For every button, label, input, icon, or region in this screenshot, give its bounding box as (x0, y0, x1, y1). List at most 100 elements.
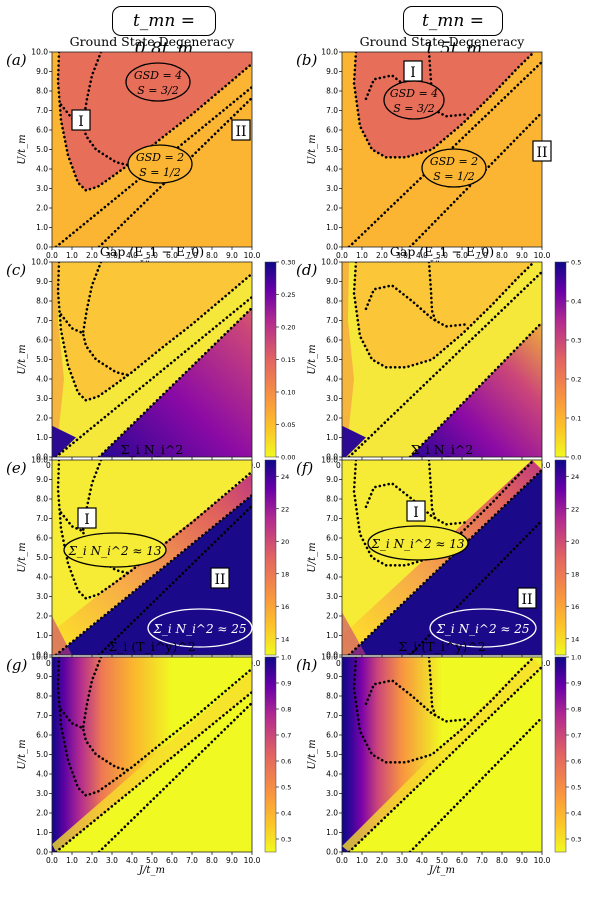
colorbar-tick-label: 22 (571, 505, 579, 513)
y-tick-label: 6.0 (326, 336, 338, 345)
y-tick-label: 0.0 (326, 651, 338, 660)
y-tick-label: 0.0 (326, 243, 338, 252)
y-tick-label: 9.0 (326, 475, 338, 484)
colorbar-tick-label: 0.4 (571, 810, 581, 818)
region-label-box (231, 119, 251, 141)
gap-region-upper (354, 262, 534, 368)
y-tick-label: 5.0 (326, 553, 338, 562)
y-tick-label: 4.0 (36, 573, 48, 582)
colorbar-tick-label: 18 (281, 570, 289, 578)
colorbar-tick-label: 24 (281, 473, 289, 481)
y-tick-label: 7.0 (36, 514, 48, 523)
plot-area-d (342, 262, 542, 457)
y-tick-label: 6.0 (36, 731, 48, 740)
x-tick-label: 0.0 (336, 856, 348, 865)
colorbar-tick-label: 0.05 (281, 421, 295, 429)
y-tick-label: 8.0 (36, 495, 48, 504)
x-tick-label: 3.0 (106, 856, 118, 865)
x-tick-label: 6.0 (456, 251, 468, 260)
panel-title: Σ_i (T_i^y)^2 (398, 639, 485, 654)
annotation-ellipse (63, 532, 167, 568)
annotation-ellipse (127, 144, 193, 184)
y-tick-label: 2.0 (36, 414, 48, 423)
y-tick-label: 1.0 (326, 828, 338, 837)
y-tick-label: 4.0 (36, 770, 48, 779)
colorbar-tick-label: 22 (281, 505, 289, 513)
colorbar (554, 656, 567, 853)
boundary-inner (59, 708, 130, 772)
x-tick-label: 7.0 (476, 251, 488, 260)
colorbar-tick-label: 0.8 (281, 706, 291, 714)
y-tick-label: 9.0 (326, 277, 338, 286)
colorbar-tick-label: 0.3 (281, 836, 291, 844)
panel-letter: (f) (296, 459, 313, 477)
y-tick-label: 2.0 (326, 204, 338, 213)
y-tick-label: 1.0 (36, 828, 48, 837)
x-tick-label: 2.0 (86, 856, 98, 865)
x-tick-label: 7.0 (186, 251, 198, 260)
y-tick-label: 1.0 (326, 223, 338, 232)
panel-letter: (c) (6, 261, 26, 279)
y-tick-label: 4.0 (36, 165, 48, 174)
y-tick-label: 9.0 (36, 67, 48, 76)
colorbar-tick-label: 0.9 (571, 680, 581, 688)
x-tick-label: 1.0 (356, 856, 368, 865)
annotation-line1: GSD = 2 (136, 151, 184, 164)
y-tick-label: 4.0 (326, 375, 338, 384)
x-axis-label: J/t_m (427, 865, 455, 876)
colorbar-tick-label: 16 (281, 603, 289, 611)
colorbar (264, 459, 277, 656)
y-tick-label: 10.0 (31, 653, 48, 662)
colorbar-tick-label: 0.3 (571, 836, 581, 844)
y-tick-label: 2.0 (326, 809, 338, 818)
x-tick-label: 1.0 (66, 856, 78, 865)
y-tick-label: 0.0 (326, 453, 338, 462)
y-tick-label: 6.0 (36, 534, 48, 543)
boundary-upper (56, 657, 252, 797)
region-label: I (410, 65, 416, 81)
n2-transition-band (52, 473, 252, 655)
colorbar (554, 261, 567, 458)
x-tick-label: 1.0 (356, 251, 368, 260)
y-tick-label: 5.0 (326, 750, 338, 759)
annotation-text: Σ_i N_i^2 ≈ 25 (435, 622, 529, 636)
x-tick-label: 4.0 (126, 251, 138, 260)
y-tick-label: 3.0 (326, 592, 338, 601)
y-tick-label: 3.0 (326, 394, 338, 403)
y-tick-label: 6.0 (36, 336, 48, 345)
panel-letter: (a) (6, 51, 27, 69)
x-tick-label: 10.0 (244, 251, 261, 260)
colorbar-tick-label: 0.5 (281, 784, 291, 792)
panel-title: Σ_i N_i^2 (121, 442, 184, 457)
y-tick-label: 5.0 (36, 553, 48, 562)
y-tick-label: 1.0 (36, 433, 48, 442)
y-tick-label: 9.0 (36, 475, 48, 484)
y-tick-label: 8.0 (36, 297, 48, 306)
panel-d: 0.00.01.01.02.02.03.03.04.04.05.05.06.06… (296, 244, 581, 481)
region-label-box (517, 587, 537, 609)
y-tick-label: 9.0 (326, 672, 338, 681)
boundary-middle (347, 270, 542, 457)
y-tick-label: 1.0 (326, 433, 338, 442)
boundary-lower (97, 306, 252, 457)
colorbar-tick-label: 0.7 (571, 732, 581, 740)
y-tick-label: 4.0 (326, 573, 338, 582)
y-tick-label: 3.0 (36, 789, 48, 798)
y-axis-label: U/t_m (307, 134, 318, 164)
boundary-upper (56, 262, 252, 402)
ty-band (342, 657, 542, 852)
x-tick-label: 2.0 (376, 251, 388, 260)
region-label-box (532, 140, 552, 162)
y-tick-label: 7.0 (36, 106, 48, 115)
panel-letter: (e) (6, 459, 27, 477)
colorbar-tick-label: 20 (571, 538, 579, 546)
y-tick-label: 1.0 (36, 223, 48, 232)
panel-title: Ground State Degeneracy (360, 34, 526, 49)
boundary-middle (54, 690, 252, 852)
plot-area-b (342, 52, 542, 247)
y-tick-label: 2.0 (36, 809, 48, 818)
colorbar-tick-label: 24 (571, 473, 579, 481)
annotation-ellipse (147, 608, 253, 648)
region-label: II (521, 592, 532, 608)
colorbar-tick-label: 0.10 (281, 389, 295, 397)
